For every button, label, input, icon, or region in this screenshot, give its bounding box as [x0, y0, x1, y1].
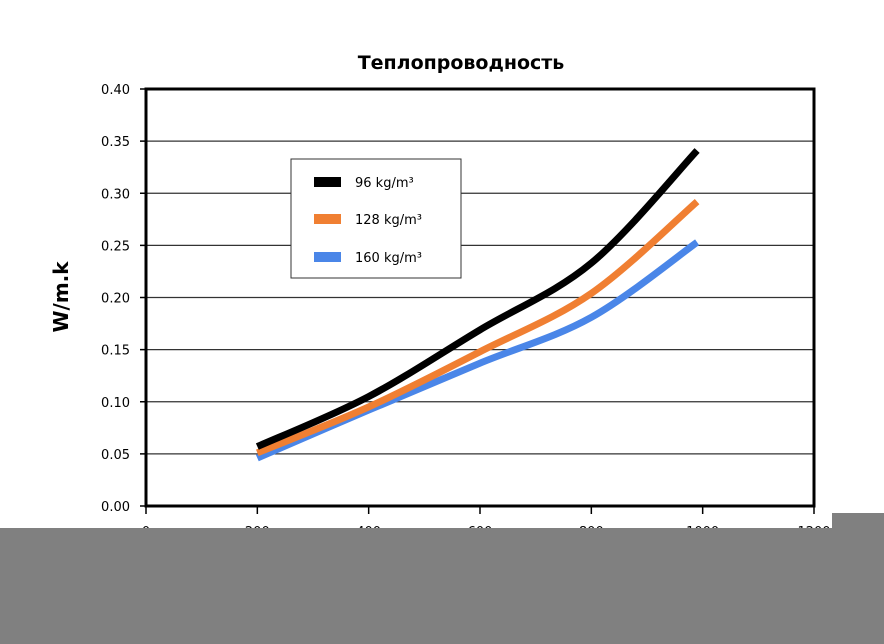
legend-swatch-96: [314, 177, 341, 187]
legend-swatch-160: [314, 252, 341, 262]
y-axis-label: W/m.k: [49, 261, 73, 333]
y-tick-label: 0.40: [101, 83, 130, 98]
y-tick-label: 0.35: [101, 135, 130, 150]
y-tick-label: 0.25: [101, 239, 130, 254]
y-tick-label: 0.30: [101, 187, 130, 202]
legend-label-160: 160 kg/m³: [355, 251, 422, 266]
chart-title: Теплопроводность: [358, 52, 565, 74]
legend-swatch-128: [314, 214, 341, 224]
series-line-128: [256, 198, 700, 457]
y-tick-label: 0.05: [101, 448, 130, 463]
y-tick-label: 0.20: [101, 292, 130, 307]
gray-overlay-corner: [832, 513, 884, 533]
y-tick-label: 0.00: [101, 500, 130, 515]
y-tick-label: 0.10: [101, 396, 130, 411]
plot-frame: [144, 87, 816, 508]
legend-label-128: 128 kg/m³: [355, 213, 422, 228]
legend: 96 kg/m³ 128 kg/m³ 160 kg/m³: [290, 158, 462, 279]
y-tick-label: 0.15: [101, 344, 130, 359]
series-line-96: [255, 148, 700, 450]
gray-overlay: [0, 528, 884, 644]
legend-label-96: 96 kg/m³: [355, 176, 414, 191]
